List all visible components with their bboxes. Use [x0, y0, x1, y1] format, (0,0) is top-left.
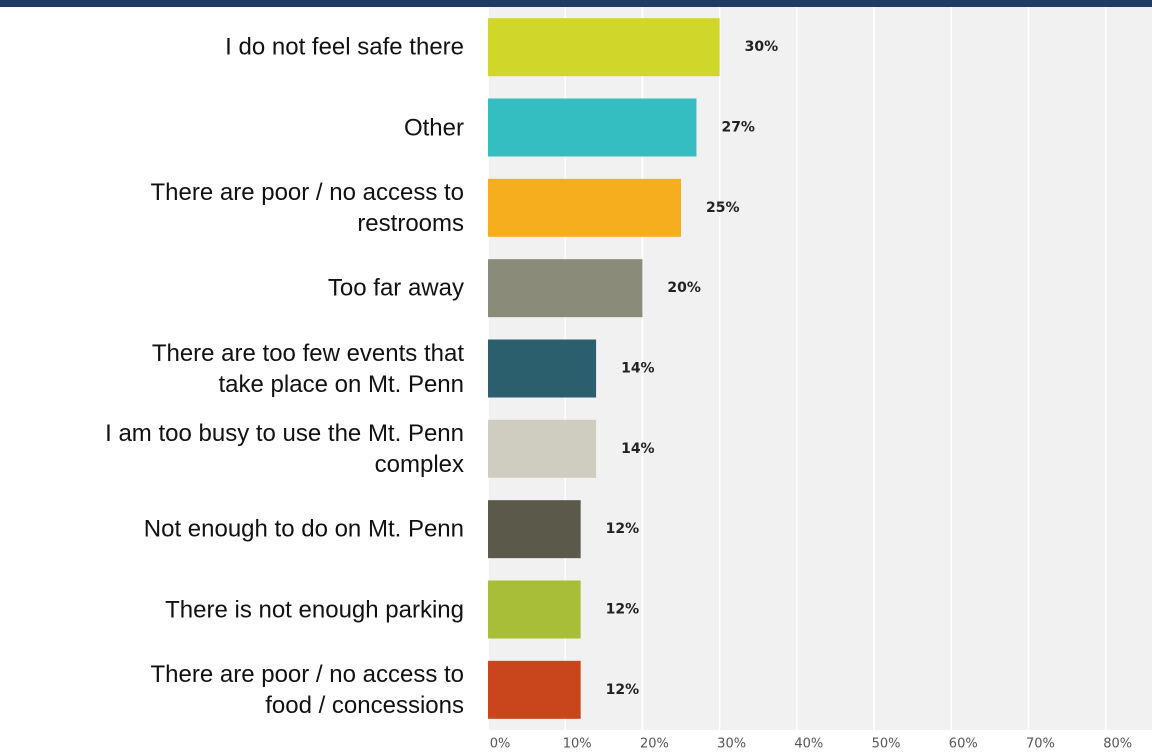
x-tick-label: 60%: [949, 737, 978, 752]
x-tick-label: 10%: [563, 737, 592, 752]
value-label: 20%: [667, 280, 701, 296]
x-tick-label: 40%: [794, 737, 823, 752]
bar: [488, 419, 597, 478]
value-label: 12%: [606, 602, 640, 618]
category-label: Not enough to do on Mt. Penn: [143, 515, 464, 543]
bar: [488, 500, 581, 559]
bar: [488, 259, 643, 318]
x-tick-label: 50%: [872, 737, 901, 752]
value-label: 30%: [745, 39, 779, 55]
value-label: 25%: [706, 200, 740, 216]
category-label: Too far away: [327, 274, 464, 302]
category-label: There is not enough parking: [165, 596, 464, 623]
category-label: There are poor / no access to food / con…: [150, 660, 465, 719]
bar: [488, 580, 581, 639]
bar: [488, 339, 597, 398]
value-label: 27%: [721, 120, 755, 136]
x-tick-label: 70%: [1026, 737, 1055, 752]
top-bar: [0, 0, 1152, 7]
x-tick-label: 30%: [717, 737, 746, 752]
value-label: 14%: [621, 361, 655, 377]
category-label: I do not feel safe there: [225, 33, 464, 61]
category-label: I am too busy to use the Mt. Penn comple…: [105, 419, 464, 478]
x-tick-label: 0%: [490, 737, 511, 752]
value-label: 14%: [621, 441, 655, 457]
value-label: 12%: [606, 521, 640, 537]
category-label: There are too few events that take place…: [151, 339, 464, 398]
category-label: There are poor / no access to restrooms: [150, 178, 465, 237]
x-tick-label: 80%: [1103, 737, 1132, 752]
x-tick-label: 20%: [640, 737, 669, 752]
bar: [488, 178, 682, 237]
bar: [488, 660, 581, 719]
value-label: 12%: [606, 682, 640, 698]
bar: [488, 18, 720, 77]
bar: [488, 98, 697, 157]
category-label: Other: [403, 114, 464, 141]
